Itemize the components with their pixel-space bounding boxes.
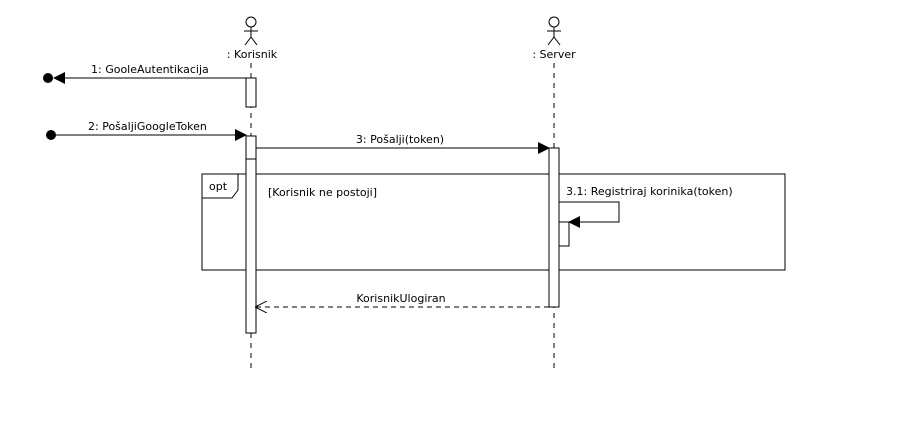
opt-fragment-tab <box>202 173 239 199</box>
message-3-1-label: 3.1: Registriraj korinika(token) <box>566 185 733 198</box>
activation-server-1 <box>548 147 560 308</box>
opt-fragment-guard: [Korisnik ne postoji] <box>268 186 377 199</box>
actor-server-label: : Server <box>532 48 576 61</box>
message-return: KorisnikUlogiran <box>256 292 549 307</box>
message-3-label: 3: Pošalji(token) <box>356 133 444 146</box>
message-3-1: 3.1: Registriraj korinika(token) <box>559 185 733 228</box>
activation-korisnik-1 <box>245 77 257 108</box>
message-3-1-line <box>559 201 620 228</box>
message-return-label: KorisnikUlogiran <box>356 292 445 305</box>
activation-korisnik-2 <box>245 135 257 334</box>
actor-server: : Server <box>532 16 576 61</box>
activation-server-self <box>558 221 570 247</box>
actor-server-icon <box>547 16 561 46</box>
message-2: 2: PošaljiGoogleToken <box>46 120 247 141</box>
opt-fragment-frame <box>201 173 786 271</box>
opt-fragment-operator: opt <box>209 180 228 193</box>
message-2-label: 2: PošaljiGoogleToken <box>88 120 207 133</box>
actor-korisnik-icon <box>244 16 258 46</box>
actor-korisnik-label: : Korisnik <box>227 48 278 61</box>
message-3: 3: Pošalji(token) <box>256 133 550 154</box>
message-1: 1: GooleAutentikacija <box>43 63 246 84</box>
actor-korisnik: : Korisnik <box>227 16 278 61</box>
opt-fragment: opt [Korisnik ne postoji] <box>201 173 786 271</box>
message-1-label: 1: GooleAutentikacija <box>91 63 209 76</box>
message-1-endpoint <box>43 73 53 83</box>
